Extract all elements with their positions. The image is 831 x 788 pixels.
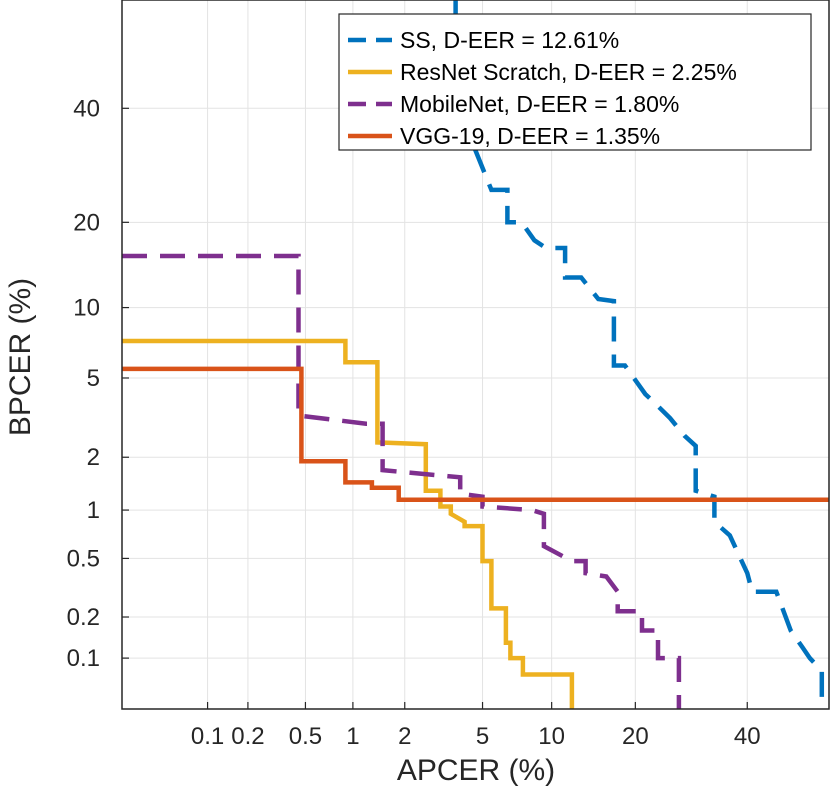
series-vgg-19 — [122, 366, 829, 503]
x-tick-label: 1 — [346, 723, 359, 750]
plot-frame — [121, 0, 830, 710]
y-tick-label: 5 — [87, 365, 100, 392]
x-tick-label: 20 — [622, 723, 649, 750]
y-tick-label: 2 — [87, 444, 100, 471]
y-tick-label: 40 — [73, 95, 100, 122]
x-tick-label: 2 — [398, 723, 411, 750]
y-axis-label: BPCER (%) — [4, 278, 37, 436]
x-tick-label: 10 — [538, 723, 565, 750]
legend-entry: MobileNet, D-EER = 1.80% — [400, 91, 679, 117]
x-tick-label: 0.2 — [231, 723, 264, 750]
y-tick-label: 0.5 — [67, 545, 100, 572]
legend-entry: ResNet Scratch, D-EER = 2.25% — [400, 59, 737, 85]
y-tick-label: 1 — [87, 497, 100, 524]
axes — [121, 0, 830, 710]
series-lines — [122, 0, 829, 709]
legend-box — [338, 13, 812, 151]
legend-entry: SS, D-EER = 12.61% — [400, 27, 619, 53]
tick-labels: 0.1 0.2 0.5 1 2 5 10 20 40 0.1 0.2 0.5 1 2 5 10 20 40 — [67, 95, 761, 750]
x-tick-label: 0.5 — [289, 723, 322, 750]
series-mobilenet — [122, 253, 682, 709]
y-tick-label: 0.2 — [67, 604, 100, 631]
x-tick-label: 0.1 — [191, 723, 224, 750]
y-tick-label: 0.1 — [67, 645, 100, 672]
y-tick-label: 20 — [73, 209, 100, 236]
series-ss — [453, 0, 825, 697]
series-resnet-scratch — [122, 338, 575, 709]
x-axis-label: APCER (%) — [397, 754, 555, 787]
x-tick-label: 5 — [476, 723, 489, 750]
legend-entry: VGG-19, D-EER = 1.35% — [400, 123, 660, 149]
legend: SS, D-EER = 12.61% ResNet Scratch, D-EER … — [338, 13, 812, 151]
y-tick-label: 10 — [73, 295, 100, 322]
x-tick-label: 40 — [734, 723, 761, 750]
